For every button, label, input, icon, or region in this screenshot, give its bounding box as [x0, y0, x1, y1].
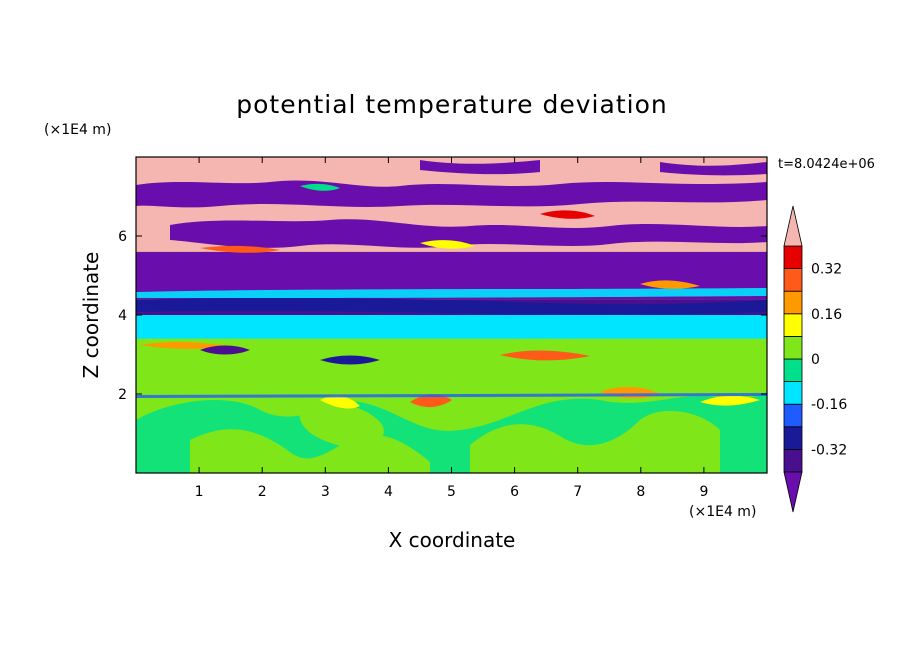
colorbar-tick-label: -0.32 [811, 442, 847, 458]
x-tick-label: 9 [699, 484, 708, 500]
x-units-label: (×1E4 m) [689, 504, 756, 520]
colorbar-swatch [783, 403, 803, 428]
x-tick-label: 2 [258, 484, 267, 500]
x-tick-label: 3 [321, 484, 330, 500]
x-tick-label: 5 [447, 484, 456, 500]
x-axis-label: X coordinate [389, 528, 516, 552]
colorbar-tick-label: 0 [811, 352, 820, 368]
y-tick-layer: 2 4 6 [118, 229, 767, 403]
x-tick-label: 1 [195, 484, 204, 500]
colorbar-swatch [783, 448, 803, 473]
colorbar-tick-label: -0.16 [811, 397, 847, 413]
x-tick-layer: 1 2 3 4 5 6 7 8 9 [195, 157, 708, 500]
colorbar-tick-label: 0.16 [811, 307, 842, 323]
y-tick-label: 6 [118, 229, 127, 245]
colorbar-swatch [783, 335, 803, 360]
colorbar-swatch [783, 358, 803, 383]
colorbar-swatch [783, 268, 803, 292]
x-tick-label: 6 [510, 484, 519, 500]
x-tick-label: 4 [384, 484, 393, 500]
colorbar-swatch [783, 290, 803, 315]
colorbar-swatch [783, 313, 803, 337]
texture-layer [136, 160, 767, 473]
y-tick-label: 4 [118, 308, 127, 324]
colorbar-over-triangle [783, 205, 803, 247]
colorbar-swatch [783, 245, 803, 270]
plot-area [136, 157, 767, 473]
colorbar-tick-label: 0.32 [811, 262, 842, 278]
x-tick-label: 7 [573, 484, 582, 500]
colorbar-swatch [783, 381, 803, 405]
colorbar-under-triangle [783, 471, 803, 513]
chart-title: potential temperature deviation [236, 90, 667, 119]
y-tick-label: 2 [118, 387, 127, 403]
time-label: t=8.0424e+06 [778, 157, 875, 172]
y-units-label: (×1E4 m) [44, 122, 111, 138]
y-axis-label: Z coordinate [79, 252, 103, 379]
colorbar-swatch [783, 426, 803, 450]
x-tick-label: 8 [636, 484, 645, 500]
colorbar: 0.32 0.16 0 -0.16 -0.32 [783, 205, 847, 513]
